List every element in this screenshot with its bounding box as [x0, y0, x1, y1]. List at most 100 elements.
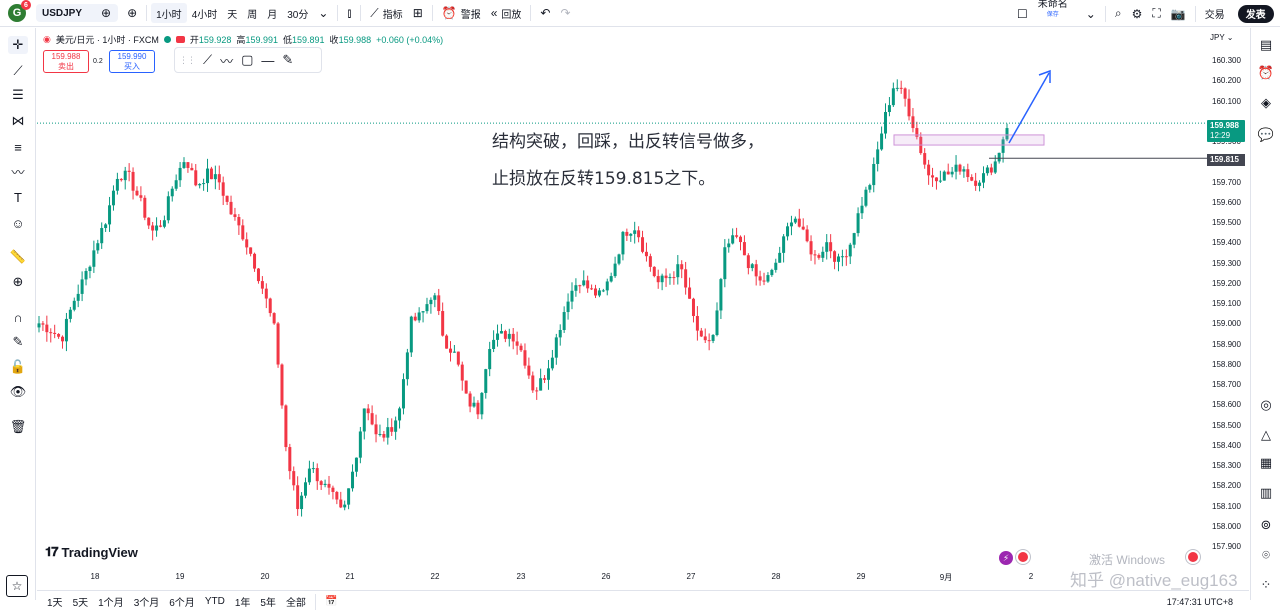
quick-search-icon[interactable]: ⌕ — [1114, 6, 1122, 20]
timeframe-30m[interactable]: 30分 — [287, 9, 309, 21]
clock[interactable]: 17:47:31 UTC+8 — [1166, 596, 1233, 607]
alert-button[interactable]: ⏰ 警报 — [441, 6, 481, 21]
alerts-clock-icon[interactable]: ⏰ — [1257, 65, 1275, 80]
brush-tool-icon[interactable]: ✎ — [282, 52, 294, 67]
candle-body — [229, 201, 233, 215]
timeframe-week[interactable]: 周 — [247, 9, 258, 21]
templates-icon[interactable]: ⊞ — [412, 6, 423, 20]
chevron-down-icon[interactable]: ⌄ — [1085, 6, 1096, 21]
eye-icon[interactable]: 👁 — [9, 384, 27, 399]
fib-retracement-icon[interactable]: ≡ — [14, 139, 22, 155]
ray-tool-icon[interactable]: — — [261, 52, 275, 68]
calendar-icon[interactable]: ▦ — [1259, 455, 1273, 470]
candlestick-chart[interactable] — [37, 28, 1207, 568]
price-tick-label: 158.900 — [1212, 339, 1241, 349]
settings-icon[interactable]: ⚙ — [1131, 6, 1143, 21]
range-all[interactable]: 全部 — [285, 598, 306, 609]
us-flag-icon-2[interactable] — [1186, 550, 1200, 564]
chat-icon[interactable]: 💬 — [1257, 127, 1275, 142]
time-axis[interactable]: 18 19 20 21 22 23 26 27 28 29 9月 2 — [37, 568, 1207, 584]
compare-symbol-icon[interactable]: ⊕ — [101, 6, 112, 20]
replay-button[interactable]: «回放 — [490, 6, 522, 21]
trash-icon[interactable]: 🗑 — [9, 419, 27, 434]
range-3m[interactable]: 3个月 — [133, 598, 160, 609]
range-1d[interactable]: 1天 — [47, 598, 63, 609]
range-6m[interactable]: 6个月 — [169, 598, 195, 609]
date-range-icon[interactable]: 📅 — [324, 596, 338, 607]
rectangle-tool-icon[interactable]: ▢ — [241, 52, 254, 67]
candle-body — [351, 471, 355, 489]
candle-body — [456, 351, 460, 365]
candle-body — [96, 243, 100, 251]
news-icon[interactable]: ▥ — [1259, 485, 1273, 500]
watchlist-icon[interactable]: ▤ — [1259, 37, 1273, 52]
candle-body — [452, 351, 456, 353]
tradingview-logo[interactable]: 𝟏𝟕 TradingView — [45, 544, 138, 560]
apps-grid-icon[interactable]: ⁘ — [1260, 577, 1272, 592]
emoji-icon[interactable]: ☺ — [11, 215, 25, 231]
range-5y[interactable]: 5年 — [260, 598, 276, 609]
undo-icon[interactable]: ↶ — [540, 6, 551, 20]
notifications-icon[interactable]: ⌾ — [1262, 547, 1270, 562]
candle-body — [801, 226, 805, 230]
timeframe-1h[interactable]: 1小时 — [151, 3, 187, 23]
patterns-icon[interactable]: 〰 — [11, 164, 25, 180]
ruler-icon[interactable]: 📏 — [9, 249, 27, 264]
timeframe-day[interactable]: 天 — [227, 9, 238, 21]
range-1m[interactable]: 1个月 — [98, 598, 124, 609]
add-symbol-icon[interactable]: ⊕ — [127, 6, 138, 20]
text-icon[interactable]: T — [14, 189, 22, 205]
chevron-down-icon[interactable]: ⌄ — [318, 6, 329, 20]
camera-icon[interactable]: 📷 — [1170, 6, 1186, 21]
drag-handle-icon[interactable]: ⋮⋮ — [179, 54, 196, 65]
candle-body — [923, 153, 927, 165]
annotation-line-2[interactable]: 止损放在反转159.815之下。 — [492, 169, 716, 189]
publish-button[interactable]: 发表 — [1237, 4, 1274, 23]
layout-icon[interactable]: ☐ — [1017, 6, 1028, 21]
symbol-search-input[interactable]: USDJPY — [36, 4, 118, 22]
lock-icon[interactable]: 🔓 — [9, 359, 27, 374]
time-tick-label: 21 — [345, 572, 355, 581]
range-5d[interactable]: 5天 — [72, 598, 89, 609]
indicators-button[interactable]: ⟋ 指标 — [370, 5, 403, 21]
path-tool-icon[interactable]: 〰 — [220, 53, 234, 69]
candle-body — [644, 251, 648, 257]
layers-icon[interactable]: ◈ — [1261, 95, 1271, 110]
horizontal-lines-icon[interactable]: ☰ — [12, 87, 24, 102]
candle-body — [421, 311, 425, 313]
favorites-star-icon[interactable]: ☆ — [6, 575, 28, 597]
trade-button[interactable]: 交易 — [1204, 10, 1225, 21]
lightning-icon[interactable]: ⚡ — [999, 551, 1013, 565]
redo-icon[interactable]: ↷ — [560, 6, 571, 20]
spread-value: 0.2 — [93, 58, 103, 65]
candle-body — [158, 225, 162, 227]
trend-line-icon[interactable]: ⟋ — [13, 63, 23, 78]
zoom-in-icon[interactable]: ⊕ — [12, 274, 24, 289]
fullscreen-icon[interactable]: ⛶ — [1152, 6, 1161, 20]
crosshair-icon[interactable]: ✛ — [8, 36, 28, 54]
buy-button[interactable]: 159.990 买入 — [109, 50, 155, 73]
target-icon[interactable]: ◎ — [1260, 397, 1272, 412]
chart-pane[interactable]: ◉ 美元/日元 · 1小时 · FXCM 开 159.928 高 159.991 低… — [37, 28, 1249, 590]
layout-name-button[interactable]: 未命名 保存 — [1037, 0, 1068, 18]
magnet-icon[interactable]: ∩ — [13, 309, 23, 325]
range-1y[interactable]: 1年 — [234, 598, 251, 609]
candle-body — [884, 112, 888, 134]
lock-drawing-icon[interactable]: ✎ — [12, 334, 24, 349]
timeframe-month[interactable]: 月 — [267, 9, 278, 21]
sell-button[interactable]: 159.988 卖出 — [43, 50, 89, 73]
price-axis[interactable]: 160.300160.200160.100159.900159.800159.7… — [1208, 28, 1250, 568]
us-flag-icon[interactable] — [1016, 550, 1030, 564]
timeframe-4h[interactable]: 4小时 — [191, 9, 218, 21]
price-tick-label: 160.300 — [1212, 56, 1241, 65]
ideas-icon[interactable]: △ — [1261, 427, 1271, 442]
annotation-line-1[interactable]: 结构突破，回踩，出反转信号做多， — [492, 132, 764, 152]
line-tool-icon[interactable]: ⟋ — [203, 52, 213, 67]
candle-body — [127, 170, 131, 172]
pitchfork-icon[interactable]: ⋈ — [11, 113, 25, 128]
range-ytd[interactable]: YTD — [204, 596, 225, 607]
help-icon[interactable]: ⊚ — [1260, 517, 1272, 532]
currency-selector[interactable]: JPY ⌄ — [1210, 33, 1234, 42]
candle-type-icon[interactable]: ⫾ — [347, 5, 352, 20]
